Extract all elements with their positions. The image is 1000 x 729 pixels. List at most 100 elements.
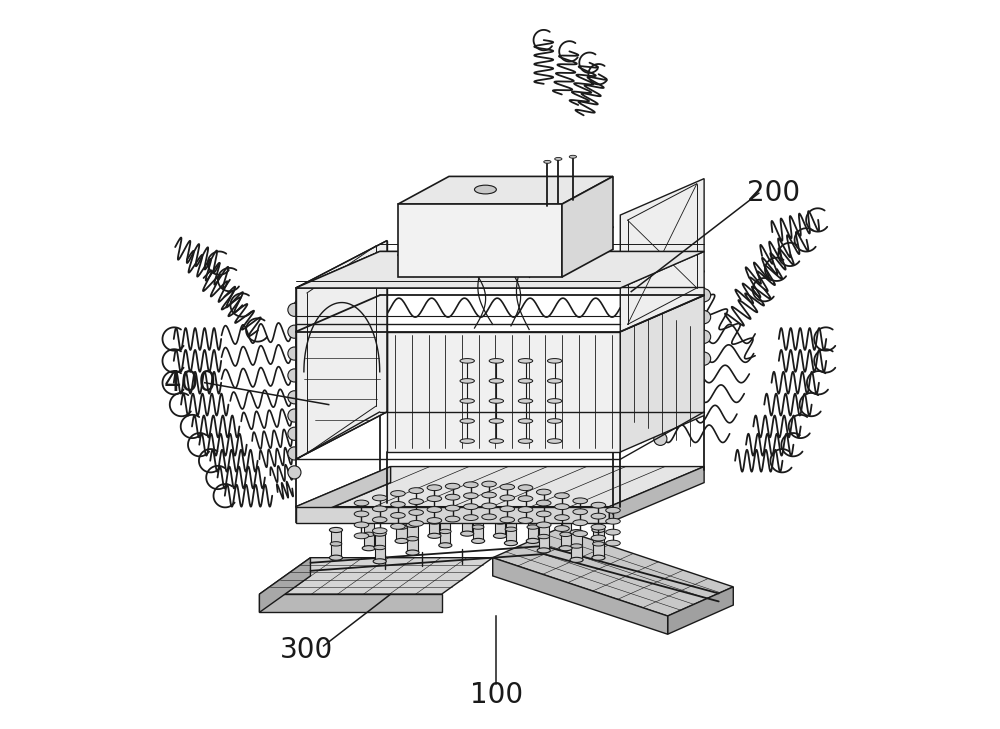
Polygon shape xyxy=(259,594,442,612)
Ellipse shape xyxy=(518,507,533,512)
Polygon shape xyxy=(473,513,483,541)
Ellipse shape xyxy=(461,504,474,509)
Ellipse shape xyxy=(500,506,515,512)
Circle shape xyxy=(665,413,678,426)
Ellipse shape xyxy=(559,545,572,551)
Circle shape xyxy=(288,427,301,440)
Ellipse shape xyxy=(406,550,419,555)
Polygon shape xyxy=(296,507,609,523)
Ellipse shape xyxy=(391,512,405,518)
Ellipse shape xyxy=(482,492,496,498)
Ellipse shape xyxy=(354,533,369,539)
Ellipse shape xyxy=(374,545,386,550)
Circle shape xyxy=(288,369,301,382)
Ellipse shape xyxy=(526,510,539,516)
Ellipse shape xyxy=(537,521,550,525)
Ellipse shape xyxy=(460,399,474,403)
Ellipse shape xyxy=(395,538,408,544)
Polygon shape xyxy=(562,176,613,277)
Ellipse shape xyxy=(409,488,423,494)
Ellipse shape xyxy=(427,496,442,502)
Ellipse shape xyxy=(606,529,620,535)
Ellipse shape xyxy=(482,503,496,509)
Ellipse shape xyxy=(544,160,551,163)
Ellipse shape xyxy=(428,534,441,538)
Ellipse shape xyxy=(518,496,533,502)
Ellipse shape xyxy=(518,399,533,403)
Ellipse shape xyxy=(395,510,408,516)
Ellipse shape xyxy=(439,515,452,521)
Polygon shape xyxy=(668,587,733,634)
Ellipse shape xyxy=(555,504,569,510)
Text: 300: 300 xyxy=(280,636,333,664)
Text: 100: 100 xyxy=(470,681,523,709)
Circle shape xyxy=(288,325,301,338)
Ellipse shape xyxy=(518,439,533,443)
Ellipse shape xyxy=(372,528,387,534)
Polygon shape xyxy=(407,525,418,553)
Ellipse shape xyxy=(354,511,369,517)
Ellipse shape xyxy=(570,557,583,563)
Circle shape xyxy=(288,303,301,316)
Polygon shape xyxy=(493,558,668,634)
Ellipse shape xyxy=(593,542,604,546)
Ellipse shape xyxy=(482,514,496,520)
Ellipse shape xyxy=(489,399,504,403)
Ellipse shape xyxy=(391,502,405,507)
Ellipse shape xyxy=(505,527,517,531)
Ellipse shape xyxy=(504,541,517,545)
Ellipse shape xyxy=(536,500,551,506)
Ellipse shape xyxy=(445,483,460,489)
Polygon shape xyxy=(593,530,604,558)
Ellipse shape xyxy=(362,545,375,551)
Polygon shape xyxy=(296,241,387,459)
Ellipse shape xyxy=(500,484,515,490)
Circle shape xyxy=(672,393,685,406)
Ellipse shape xyxy=(526,538,539,544)
Ellipse shape xyxy=(518,485,533,491)
Ellipse shape xyxy=(464,515,478,521)
Ellipse shape xyxy=(460,418,474,424)
Circle shape xyxy=(288,447,301,460)
Ellipse shape xyxy=(536,522,551,528)
Ellipse shape xyxy=(606,518,620,524)
Ellipse shape xyxy=(573,509,587,515)
Ellipse shape xyxy=(536,511,551,517)
Ellipse shape xyxy=(329,528,343,533)
Circle shape xyxy=(288,466,301,479)
Ellipse shape xyxy=(537,548,550,553)
Ellipse shape xyxy=(606,540,620,546)
Ellipse shape xyxy=(538,534,550,539)
Ellipse shape xyxy=(354,522,369,528)
Polygon shape xyxy=(398,176,613,204)
Ellipse shape xyxy=(464,504,478,510)
Ellipse shape xyxy=(372,506,387,512)
Ellipse shape xyxy=(591,502,606,508)
Polygon shape xyxy=(259,558,493,594)
Polygon shape xyxy=(620,179,704,332)
Circle shape xyxy=(654,432,667,445)
Polygon shape xyxy=(609,467,704,523)
Polygon shape xyxy=(440,518,450,545)
Ellipse shape xyxy=(372,495,387,501)
Polygon shape xyxy=(561,521,571,548)
Polygon shape xyxy=(398,204,562,277)
Polygon shape xyxy=(396,513,407,541)
Ellipse shape xyxy=(504,513,517,518)
Polygon shape xyxy=(571,532,582,560)
Ellipse shape xyxy=(527,525,539,529)
Ellipse shape xyxy=(439,529,451,534)
Ellipse shape xyxy=(493,534,507,538)
Ellipse shape xyxy=(409,521,423,526)
Ellipse shape xyxy=(592,555,605,560)
Ellipse shape xyxy=(329,555,343,560)
Ellipse shape xyxy=(409,510,423,515)
Text: 400: 400 xyxy=(164,369,217,397)
Ellipse shape xyxy=(547,439,562,443)
Ellipse shape xyxy=(474,185,496,194)
Polygon shape xyxy=(620,295,704,452)
Ellipse shape xyxy=(591,524,606,530)
Ellipse shape xyxy=(482,481,496,487)
Polygon shape xyxy=(539,523,549,550)
Ellipse shape xyxy=(409,499,423,504)
